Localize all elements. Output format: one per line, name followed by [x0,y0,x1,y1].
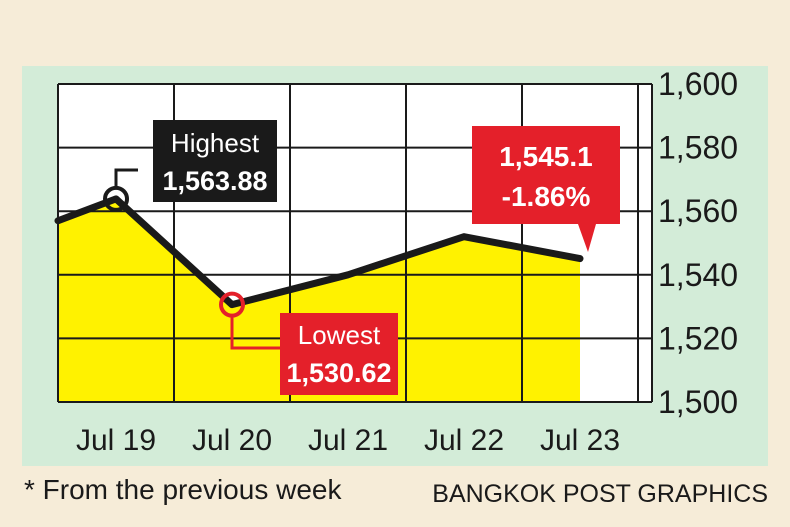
highest-leader [114,168,138,188]
data-point [345,271,351,278]
chart-panel: Highest 1,563.88 Lowest 1,530.62 1,545.1 -1.8… [22,66,768,466]
lowest-label: Lowest [298,320,381,350]
y-tick-label: 1,520 [658,320,738,356]
highest-callout [153,120,277,202]
latest-callout [472,126,620,252]
x-tick-label: Jul 19 [76,424,156,457]
data-point [229,301,235,308]
x-tick-label: Jul 21 [308,424,388,457]
highest-label: Highest [171,128,260,158]
lowest-value: 1,530.62 [286,358,391,388]
lowest-callout [280,313,398,395]
area-fill [58,198,580,402]
latest-change: -1.86% [502,181,591,212]
y-tick-label: 1,540 [658,257,738,293]
x-tick-label: Jul 22 [424,424,504,457]
data-point [577,255,583,262]
x-tick-label: Jul 20 [192,424,272,457]
y-tick-label: 1,560 [658,193,738,229]
y-tick-label: 1,580 [658,130,738,166]
data-point [461,233,467,240]
latest-value: 1,545.1 [499,141,592,172]
source-credit: BANGKOK POST GRAPHICS [432,480,768,508]
line-chart: Highest 1,563.88 Lowest 1,530.62 1,545.1 -1.8… [54,66,738,457]
data-point [113,195,119,202]
y-tick-label: 1,500 [658,384,738,420]
x-tick-label: Jul 23 [540,424,620,457]
y-tick-label: 1,600 [658,66,738,102]
footnote: * From the previous week [24,474,342,505]
highest-value: 1,563.88 [162,166,267,196]
lowest-leader [230,315,282,350]
